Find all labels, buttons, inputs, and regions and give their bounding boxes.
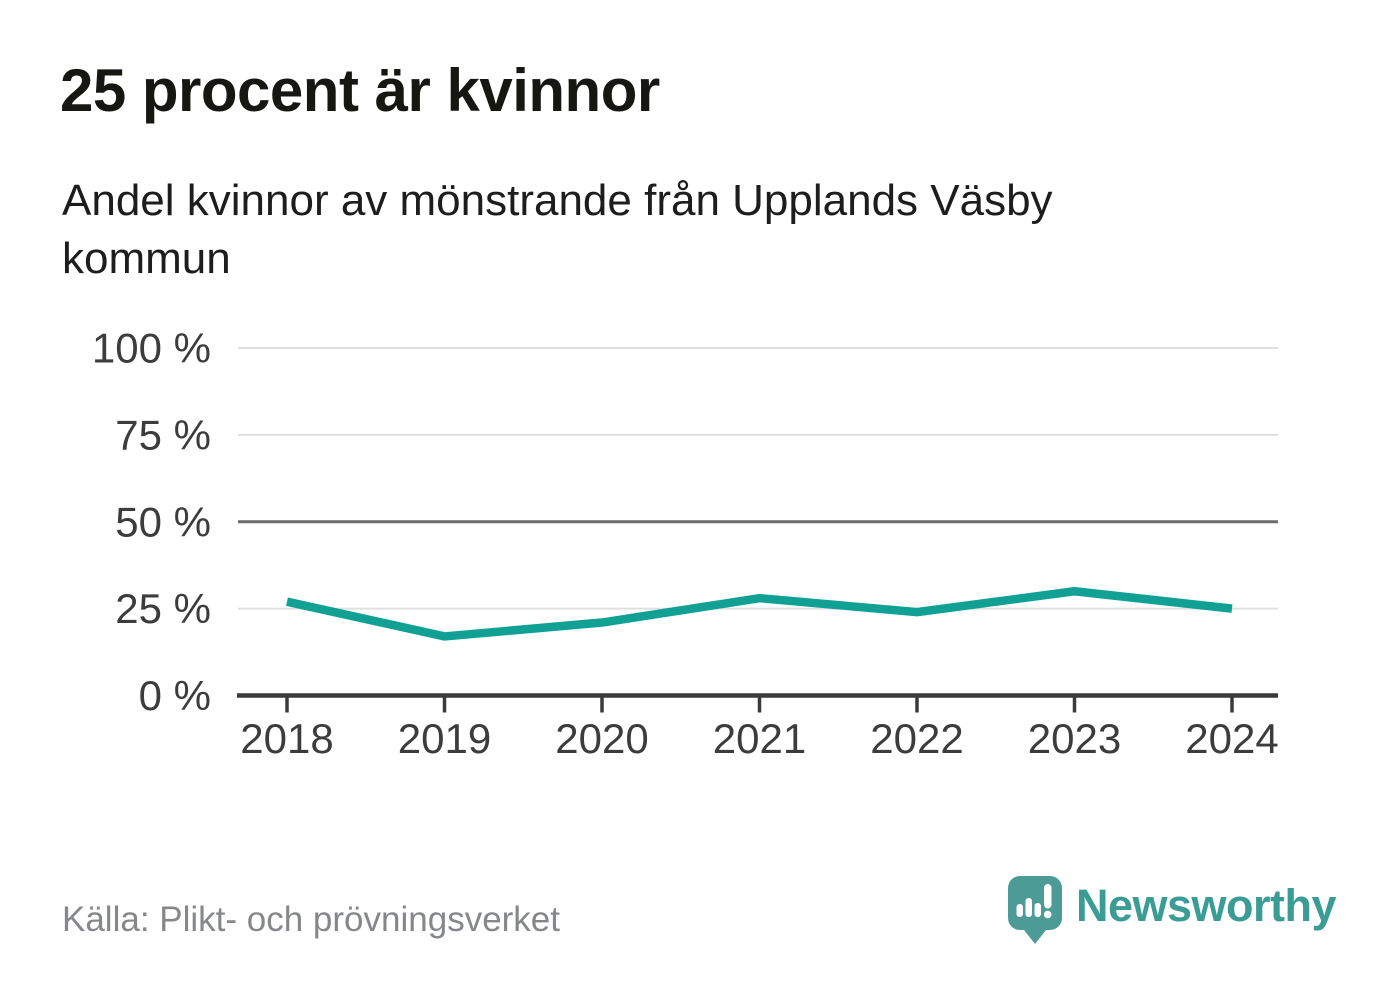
x-axis-label: 2023 [1028, 715, 1121, 762]
y-axis-label: 100 % [92, 325, 211, 372]
y-axis-label: 25 % [115, 585, 211, 632]
x-axis-label: 2022 [870, 715, 963, 762]
x-axis-label: 2021 [713, 715, 806, 762]
source-note: Källa: Plikt- och prövningsverket [62, 900, 560, 939]
logo-bar-2 [1025, 898, 1032, 917]
chart-subtitle: Andel kvinnor av mönstrande från Uppland… [62, 176, 1053, 284]
logo-bar-3 [1034, 903, 1041, 917]
x-axis-label: 2020 [555, 715, 648, 762]
x-axis-label: 2018 [240, 715, 333, 762]
y-axis-label: 75 % [115, 411, 211, 458]
x-axis-label: 2024 [1185, 715, 1278, 762]
x-axis-label: 2019 [398, 715, 491, 762]
logo-exclamation-dot [1043, 910, 1052, 919]
y-axis-label: 50 % [115, 498, 211, 545]
y-axis-label: 0 % [139, 672, 211, 719]
logo-bar-1 [1016, 904, 1023, 917]
data-line [286, 587, 1233, 641]
chart-title: 25 procent är kvinnor [60, 57, 660, 124]
logo-exclamation-bar [1044, 884, 1052, 909]
newsworthy-logo-icon [1008, 876, 1062, 944]
newsworthy-logo: Newsworthy [1008, 876, 1337, 946]
newsworthy-logo-text: Newsworthy [1076, 880, 1337, 931]
